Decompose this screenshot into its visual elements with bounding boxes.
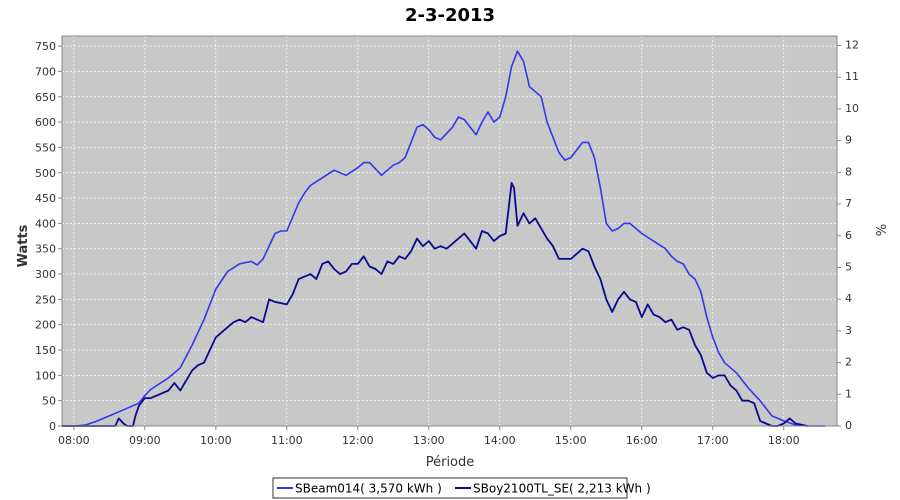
legend: SBeam014( 3,570 kWh ) SBoy2100TL_SE( 2,21…	[272, 477, 651, 499]
x-tick-label: 08:00	[58, 434, 90, 447]
series-line-1	[62, 50, 826, 427]
x-tick-label: 09:00	[129, 434, 161, 447]
x-tick-label: 15:00	[555, 434, 587, 447]
chart-title: 2-3-2013	[405, 5, 495, 26]
y-tick-label: 700	[35, 65, 56, 78]
x-tick-label: 11:00	[271, 434, 303, 447]
y-tick-label: 450	[35, 192, 56, 205]
y-tick-label: 250	[35, 293, 56, 306]
y-tick-label: 350	[35, 243, 56, 256]
y-tick-label: 0	[49, 420, 56, 433]
y-tick-label: 550	[35, 141, 56, 154]
y2-tick-label: 2	[845, 356, 852, 369]
plot-area: 0501001502002503003504004505005506006507…	[35, 35, 859, 447]
y2-tick-label: 8	[845, 165, 852, 178]
legend-entry-2: SBoy2100TL_SE( 2,213 kWh )	[473, 482, 651, 496]
x-tick-label: 12:00	[342, 434, 374, 447]
y2-tick-label: 0	[845, 419, 852, 432]
plot-background	[62, 36, 837, 426]
series-line-2	[62, 181, 808, 427]
y-tick-label: 200	[35, 319, 56, 332]
x-tick-label: 16:00	[626, 434, 658, 447]
y-tick-label: 500	[35, 167, 56, 180]
y2-tick-label: 5	[845, 260, 852, 273]
y-tick-label: 400	[35, 217, 56, 230]
y2-tick-label: 1	[845, 387, 852, 400]
legend-entry-1: SBeam014( 3,570 kWh )	[295, 482, 442, 496]
y-tick-label: 750	[35, 40, 56, 53]
y2-tick-label: 4	[845, 292, 852, 305]
y2-tick-label: 7	[845, 197, 852, 210]
y2-tick-label: 11	[845, 70, 859, 83]
y-axis-label: Watts	[16, 224, 31, 267]
y2-tick-label: 6	[845, 229, 852, 242]
x-tick-label: 10:00	[200, 434, 232, 447]
x-tick-label: 13:00	[413, 434, 445, 447]
y2-tick-label: 3	[845, 324, 852, 337]
y-tick-label: 650	[35, 91, 56, 104]
x-tick-label: 17:00	[697, 434, 729, 447]
y-tick-label: 100	[35, 369, 56, 382]
y2-tick-label: 12	[845, 39, 859, 52]
x-tick-label: 14:00	[484, 434, 516, 447]
y-tick-label: 50	[42, 395, 56, 408]
y2-tick-label: 10	[845, 102, 859, 115]
x-axis-label: Période	[426, 455, 475, 470]
y2-axis-label: %	[872, 224, 887, 236]
plot-border	[61, 35, 838, 427]
y-tick-label: 300	[35, 268, 56, 281]
y-tick-label: 150	[35, 344, 56, 357]
y2-tick-label: 9	[845, 134, 852, 147]
x-tick-label: 18:00	[768, 434, 800, 447]
y-tick-label: 600	[35, 116, 56, 129]
legend-box	[272, 477, 628, 499]
